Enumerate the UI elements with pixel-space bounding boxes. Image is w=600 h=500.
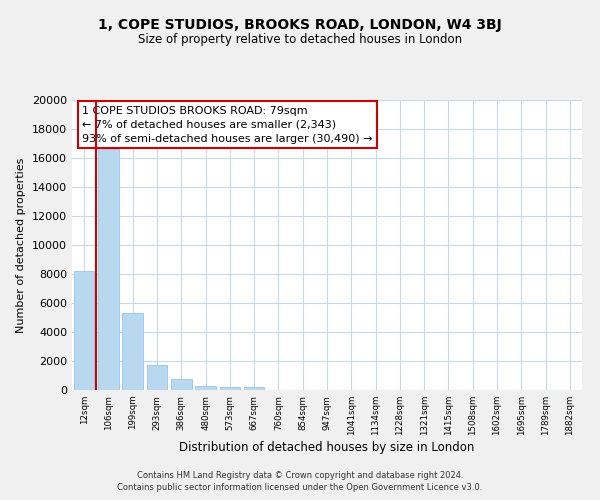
Bar	[171, 379, 191, 390]
Bar	[244, 387, 265, 390]
Bar	[74, 271, 94, 390]
Bar	[220, 387, 240, 390]
X-axis label: Distribution of detached houses by size in London: Distribution of detached houses by size …	[179, 441, 475, 454]
Bar	[146, 364, 167, 390]
Bar	[98, 150, 119, 390]
Y-axis label: Number of detached properties: Number of detached properties	[16, 158, 26, 332]
Text: Contains HM Land Registry data © Crown copyright and database right 2024.
Contai: Contains HM Land Registry data © Crown c…	[118, 471, 482, 492]
Bar	[195, 386, 216, 390]
Bar	[122, 313, 143, 390]
Text: 1, COPE STUDIOS, BROOKS ROAD, LONDON, W4 3BJ: 1, COPE STUDIOS, BROOKS ROAD, LONDON, W4…	[98, 18, 502, 32]
Text: 1 COPE STUDIOS BROOKS ROAD: 79sqm
← 7% of detached houses are smaller (2,343)
93: 1 COPE STUDIOS BROOKS ROAD: 79sqm ← 7% o…	[82, 106, 373, 144]
Text: Size of property relative to detached houses in London: Size of property relative to detached ho…	[138, 32, 462, 46]
